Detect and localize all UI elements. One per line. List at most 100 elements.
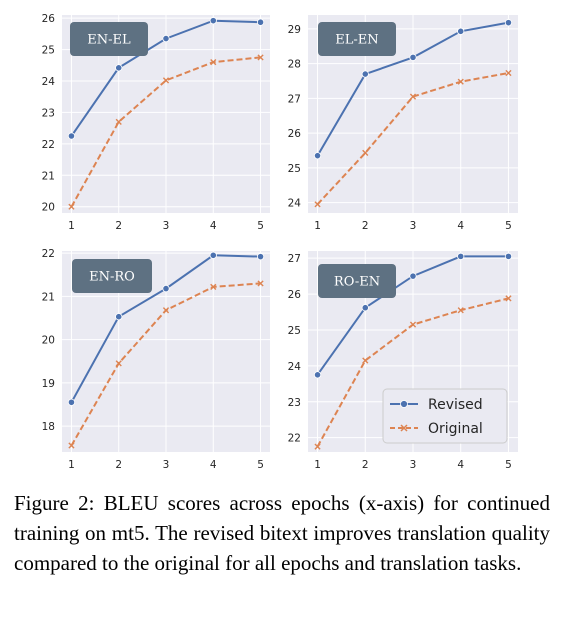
original-point [210, 283, 217, 290]
revised-point [457, 252, 465, 260]
original-point [162, 77, 170, 84]
y-tick-label: 21 [42, 291, 55, 303]
x-tick-label: 3 [163, 459, 170, 471]
x-tick-label: 1 [314, 220, 321, 232]
legend-revised-label: Revised [428, 397, 483, 413]
original-point [115, 360, 122, 367]
panel-title-badge [70, 22, 148, 56]
x-tick-label: 4 [210, 220, 217, 232]
y-tick-label: 24 [42, 76, 56, 88]
original-point [362, 149, 369, 156]
x-tick-label: 5 [257, 459, 264, 471]
x-tick-label: 3 [410, 220, 417, 232]
original-point [257, 54, 264, 61]
original-point [210, 59, 217, 66]
original-point [505, 295, 512, 302]
revised-point [504, 19, 513, 27]
caption-prefix: Figure 2: [14, 491, 104, 515]
x-tick-label: 1 [314, 459, 321, 471]
legend-box [382, 388, 508, 444]
x-tick-label: 5 [257, 220, 264, 232]
revised-point [361, 70, 369, 78]
original-point [115, 118, 122, 125]
panel-title-badge [318, 264, 396, 298]
y-tick-label: 27 [288, 253, 301, 265]
original-point [314, 201, 321, 208]
original-point [409, 321, 417, 328]
revised-point [209, 251, 217, 259]
y-tick-label: 20 [42, 335, 55, 347]
x-tick-label: 1 [68, 220, 75, 232]
x-tick-label: 3 [163, 220, 170, 232]
y-tick-label: 24 [288, 361, 302, 373]
y-tick-label: 22 [42, 139, 55, 151]
y-tick-label: 22 [288, 433, 301, 445]
original-point [362, 357, 369, 364]
y-tick-label: 25 [288, 325, 301, 337]
x-tick-label: 1 [68, 459, 75, 471]
caption-body: scores across epochs (x-axis) for contin… [14, 491, 550, 575]
y-tick-label: 26 [288, 289, 302, 301]
y-tick-label: 25 [288, 163, 301, 175]
x-tick-label: 5 [505, 220, 512, 232]
x-tick-label: 2 [115, 220, 122, 232]
revised-point [209, 17, 217, 25]
original-point [409, 93, 417, 100]
x-tick-label: 2 [362, 220, 369, 232]
revised-point [504, 252, 513, 260]
x-tick-label: 4 [457, 459, 464, 471]
y-tick-label: 28 [288, 59, 301, 71]
x-tick-label: 3 [410, 459, 417, 471]
y-tick-label: 22 [42, 248, 55, 260]
panel-title: EL-EN [335, 33, 378, 48]
x-tick-label: 2 [115, 459, 122, 471]
x-tick-label: 5 [505, 459, 512, 471]
x-tick-label: 4 [457, 220, 464, 232]
legend: Revised Original [382, 388, 508, 444]
revised-point [313, 371, 322, 379]
revised-point [409, 272, 417, 280]
y-tick-label: 24 [288, 198, 302, 210]
panel-title: EN-EL [87, 33, 131, 48]
panel-title: EN-RO [89, 270, 135, 285]
chart-panel-3: 1 2 3 4 5 18 19 20 21 22 EN-RO [42, 248, 270, 471]
legend-original-marker [400, 424, 408, 432]
y-tick-label: 23 [288, 397, 301, 409]
x-tick-label: 4 [210, 459, 217, 471]
y-tick-label: 27 [288, 93, 301, 105]
original-series-line [70, 56, 261, 208]
y-tick-label: 20 [42, 202, 55, 214]
original-point [314, 443, 321, 450]
legend-revised-marker [400, 400, 408, 408]
revised-point [67, 132, 76, 140]
revised-point [115, 313, 123, 321]
revised-point [256, 18, 265, 26]
revised-point [256, 253, 265, 261]
original-point [162, 307, 170, 314]
chart-panel-2: 1 2 3 4 5 24 25 26 27 28 29 EL-EN [288, 15, 518, 232]
revised-point [162, 34, 170, 43]
y-tick-label: 18 [42, 421, 55, 433]
revised-point [162, 285, 170, 293]
y-tick-label: 19 [42, 378, 55, 390]
original-point [68, 442, 75, 449]
panel-title-badge [318, 22, 396, 56]
x-tick-label: 2 [362, 459, 369, 471]
y-tick-label: 21 [42, 170, 55, 182]
y-tick-label: 25 [42, 45, 55, 57]
original-point [68, 203, 75, 210]
revised-point [361, 304, 369, 312]
revised-point [409, 53, 417, 61]
y-tick-label: 26 [42, 13, 56, 25]
panel-title: RO-EN [334, 275, 380, 290]
y-tick-label: 23 [42, 107, 55, 119]
revised-point [115, 64, 123, 72]
caption-bleu: BLEU [103, 491, 159, 515]
panel-title-badge [72, 259, 152, 293]
figure-caption: Figure 2: BLEU scores across epochs (x-a… [14, 488, 550, 578]
original-point [257, 280, 264, 287]
revised-point [313, 152, 322, 160]
y-tick-label: 29 [288, 24, 301, 36]
